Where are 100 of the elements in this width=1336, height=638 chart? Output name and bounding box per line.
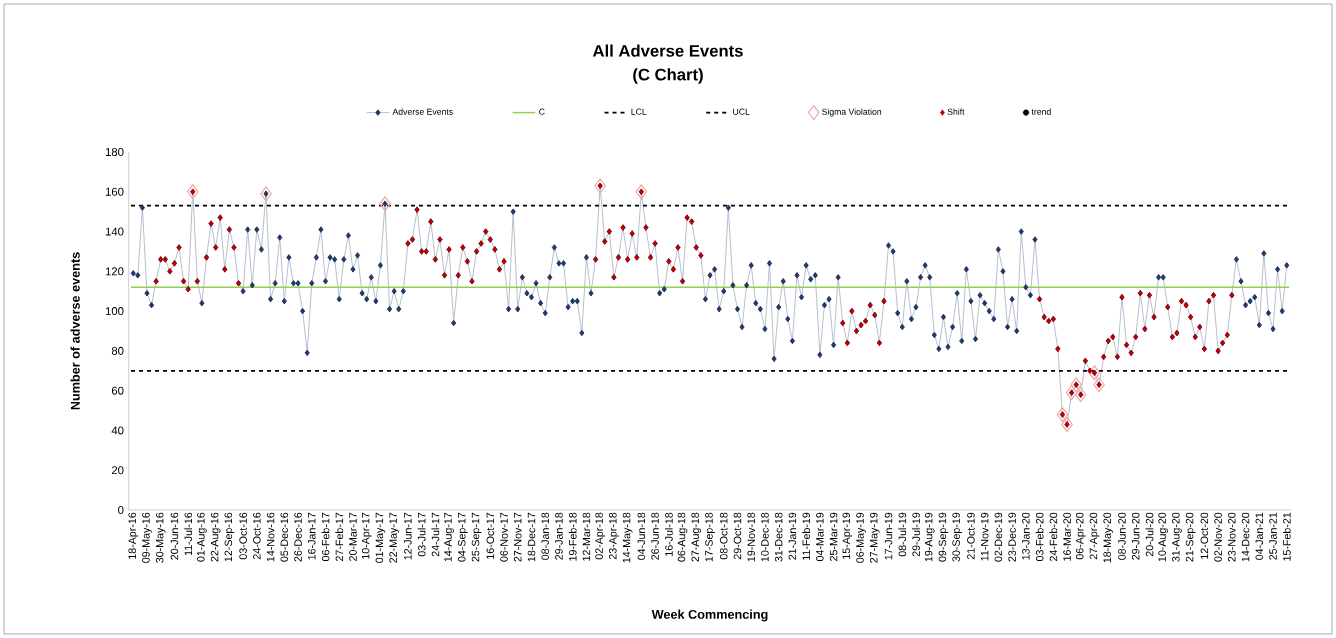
x-tick-label: 29-Jan-18 (555, 512, 563, 560)
x-tick-label: 06-May-19 (856, 512, 866, 563)
x-tick-label: 05-Dec-16 (280, 512, 289, 562)
x-tick-label: 10-Apr-17 (361, 512, 372, 559)
legend-label: LCL (631, 108, 647, 115)
x-tick-label: 06-Aug-18 (677, 512, 688, 562)
x-tick-label: 25-Sep-17 (471, 512, 482, 562)
x-tick-label: 08-Jun-20 (1118, 512, 1126, 560)
legend-label: C (539, 108, 545, 115)
x-tick-label: 27-Nov-17 (513, 512, 522, 562)
legend-label: UCL (733, 108, 750, 115)
x-tick-label: 01-May-17 (375, 512, 386, 563)
x-tick-label: 16-Jul-18 (664, 512, 673, 556)
x-tick-label: 08-Oct-18 (719, 512, 728, 560)
x-tick-label: 03-Oct-16 (239, 512, 247, 560)
point (379, 196, 391, 212)
y-tick-label: 20 (111, 466, 124, 475)
point (1070, 377, 1082, 393)
x-tick-label: 21-Jan-19 (788, 512, 797, 560)
x-tick-label: 11-Jul-16 (184, 512, 193, 556)
x-tick-label: 12-Mar-18 (582, 512, 591, 561)
y-tick-label: 120 (105, 267, 124, 276)
x-tick-label: 11-Nov-19 (980, 512, 989, 561)
point (1088, 365, 1101, 381)
x-tick-label: 14-Aug-17 (444, 512, 454, 562)
x-tick-label: 17-Jun-19 (884, 512, 893, 560)
point (1093, 377, 1105, 393)
x-tick-label: 12-Jun-17 (404, 512, 412, 560)
chart-title: All Adverse Events (592, 44, 743, 57)
x-tick-label: 23-Dec-19 (1008, 512, 1016, 562)
x-tick-label: 14-May-18 (622, 512, 633, 563)
x-tick-label: 04-Sep-17 (458, 512, 468, 562)
x-tick-label: 27-May-19 (869, 512, 880, 563)
x-tick-label: 23-Apr-18 (609, 512, 619, 560)
x-tick-label: 29-Jul-19 (912, 512, 920, 557)
y-tick-label: 80 (111, 346, 124, 355)
y-tick-label: 140 (105, 227, 124, 236)
y-axis-title: Number of adverse events (70, 252, 80, 410)
y-tick-label: 0 (118, 505, 124, 514)
x-tick-label: 25-Mar-19 (829, 512, 838, 561)
x-tick-label: 22-May-17 (389, 512, 399, 563)
x-tick-label: 27-Apr-20 (1089, 512, 1100, 560)
x-tick-label: 09-May-16 (142, 512, 152, 563)
point (1074, 387, 1087, 403)
legend-label: Sigma Violation (822, 108, 882, 117)
x-tick-label: 26-Dec-16 (294, 512, 302, 562)
point (186, 184, 199, 200)
x-tick-label: 31-Dec-18 (774, 512, 783, 562)
x-tick-label: 26-Jun-18 (651, 512, 659, 560)
x-tick-label: 24-Feb-20 (1049, 512, 1058, 561)
x-tick-label: 30-Sep-19 (952, 512, 963, 562)
point (635, 184, 648, 200)
x-tick-label: 16-Oct-17 (486, 512, 495, 559)
x-tick-label: 18-Dec-17 (527, 512, 536, 562)
x-tick-label: 04-Jan-21 (1255, 512, 1264, 560)
x-tick-label: 27-Aug-18 (691, 512, 702, 562)
x-tick-label: 08-Jan-18 (541, 512, 549, 560)
x-tick-label: 13-Jan-20 (1022, 512, 1030, 560)
x-tick-label: 23-Nov-20 (1228, 512, 1236, 562)
point (1056, 406, 1069, 423)
x-tick-label: 10-Aug-20 (1158, 512, 1168, 562)
x-tick-label: 10-Dec-18 (761, 512, 769, 562)
x-tick-label: 21-Sep-20 (1185, 512, 1196, 562)
x-tick-label: 06-Feb-17 (321, 512, 330, 562)
point (1065, 385, 1078, 401)
x-tick-label: 02-Apr-18 (595, 512, 605, 560)
y-tick-label: 40 (111, 426, 124, 435)
x-tick-label: 29-Jun-20 (1131, 512, 1140, 560)
point (1061, 416, 1073, 432)
x-tick-label: 01-Aug-16 (197, 512, 207, 562)
x-tick-label: 18-May-20 (1103, 512, 1114, 563)
chart-subtitle: (C Chart) (633, 68, 703, 84)
legend-label: Adverse Events (392, 108, 453, 115)
x-tick-label: 25-Jan-21 (1269, 512, 1277, 560)
y-tick-label: 100 (105, 307, 124, 316)
x-tick-label: 16-Jan-17 (308, 512, 316, 560)
y-tick-label: 180 (105, 147, 124, 156)
point (594, 178, 606, 194)
x-tick-label: 14-Dec-20 (1241, 512, 1250, 562)
legend-label: Shift (947, 108, 965, 115)
x-tick-label: 27-Feb-17 (335, 512, 344, 561)
x-tick-label: 09-Sep-19 (938, 512, 949, 562)
x-tick-label: 02-Nov-20 (1214, 512, 1222, 562)
x-tick-label: 22-Aug-16 (210, 512, 221, 562)
x-tick-label: 19-Aug-19 (924, 512, 935, 562)
x-tick-label: 19-Nov-18 (747, 512, 755, 562)
y-tick-label: 160 (105, 187, 124, 196)
x-tick-label: 31-Aug-20 (1172, 512, 1182, 562)
x-tick-label: 20-Mar-17 (349, 512, 357, 561)
x-tick-label: 16-Mar-20 (1063, 512, 1071, 561)
x-tick-label: 29-Oct-18 (733, 512, 742, 560)
x-tick-label: 20-Jul-20 (1145, 512, 1154, 557)
x-tick-label: 17-Sep-18 (705, 512, 715, 562)
x-tick-label: 03-Feb-20 (1035, 512, 1044, 562)
y-tick-label: 60 (111, 386, 124, 395)
x-tick-label: 11-Feb-19 (802, 512, 811, 560)
x-tick-label: 06-Nov-17 (500, 512, 508, 562)
x-tick-label: 30-May-16 (155, 512, 166, 563)
x-tick-label: 21-Oct-19 (967, 512, 975, 560)
x-tick-label: 06-Apr-20 (1075, 512, 1086, 560)
